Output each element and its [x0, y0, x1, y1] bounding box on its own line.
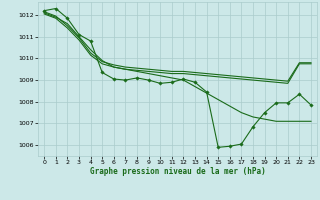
X-axis label: Graphe pression niveau de la mer (hPa): Graphe pression niveau de la mer (hPa) — [90, 167, 266, 176]
